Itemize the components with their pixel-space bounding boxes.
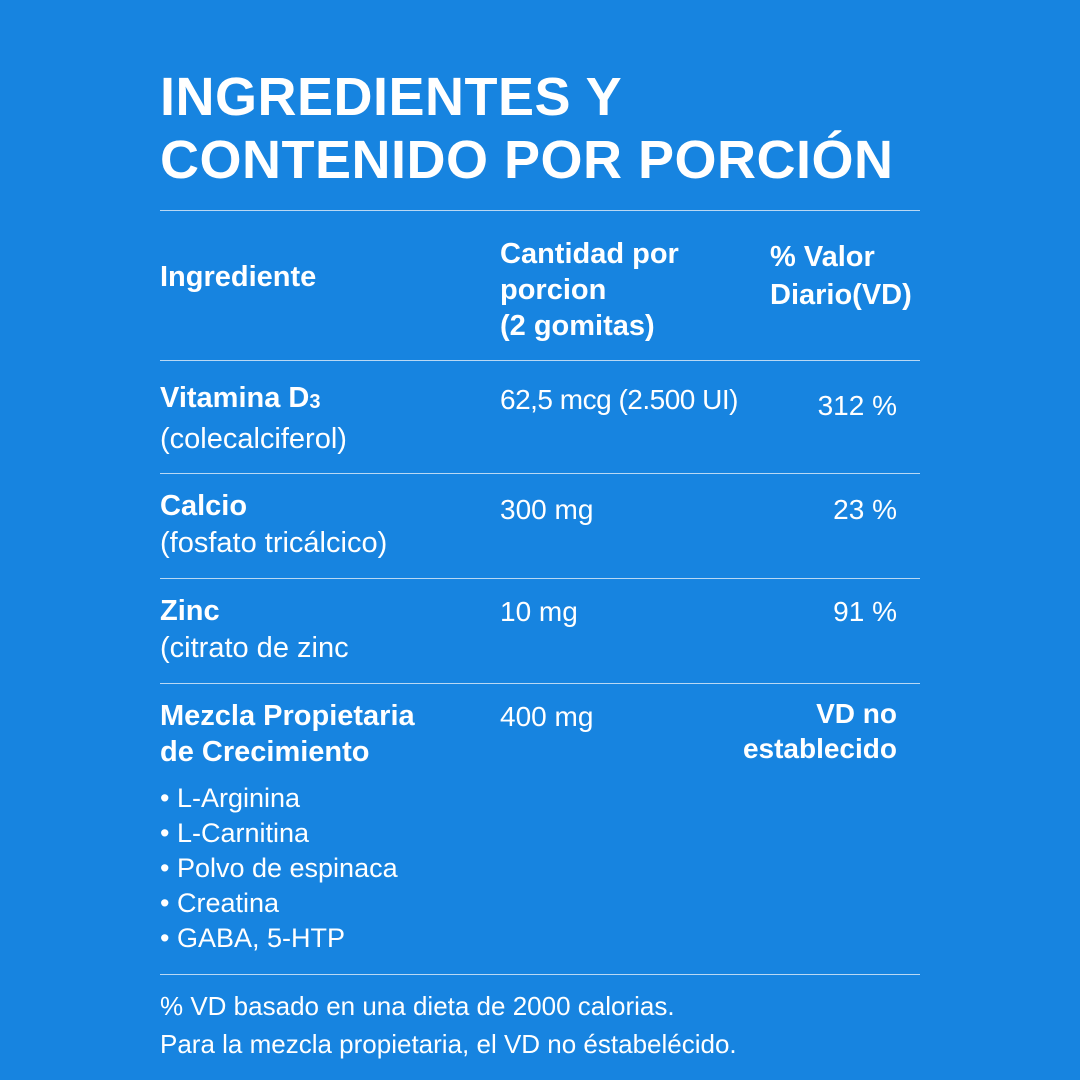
daily-value: 312 %: [817, 390, 897, 421]
blend-ingredient-list: • L-Arginina • L-Carnitina • Polvo de es…: [160, 781, 398, 956]
title-line-1: INGREDIENTES Y: [160, 67, 623, 127]
title-line-2: CONTENIDO POR PORCIÓN: [160, 130, 894, 190]
daily-value-line: establecido: [742, 733, 897, 764]
page-title: INGREDIENTES Y CONTENIDO POR PORCIÓN: [160, 66, 894, 192]
daily-value: 23 %: [833, 494, 897, 525]
header-amount: Cantidad por porcion (2 gomitas): [500, 236, 679, 344]
list-item: • Polvo de espinaca: [160, 853, 398, 883]
divider: [160, 974, 920, 975]
divider: [160, 578, 920, 579]
header-amount-line: porcion: [500, 274, 607, 306]
ingredient-name: Zinc: [160, 595, 220, 627]
ingredient-name: Mezcla Propietaria: [160, 700, 415, 732]
table-row-name: Mezcla Propietaria de Crecimiento: [160, 698, 415, 770]
list-item: • L-Arginina: [160, 783, 301, 813]
amount: 62,5 mcg (2.500 UI): [500, 384, 738, 415]
amount: 300 mg: [500, 494, 594, 525]
ingredient-name: Calcio: [160, 490, 248, 522]
table-row-name: Vitamina D3 (colecalciferol): [160, 380, 347, 458]
divider: [160, 360, 920, 361]
daily-value: 91 %: [833, 596, 897, 627]
divider: [160, 210, 920, 211]
ingredient-name: Vitamina D: [160, 382, 310, 414]
footnote: % VD basado en una dieta de 2000 caloria…: [160, 987, 737, 1063]
amount: 400 mg: [500, 701, 594, 732]
header-dv-line: Diario(VD): [770, 279, 912, 311]
daily-value-line: VD no: [816, 698, 897, 729]
table-row-name: Zinc (citrato de zinc: [160, 593, 349, 667]
header-dv: % Valor Diario(VD): [770, 238, 912, 314]
list-item: • GABA, 5-HTP: [160, 923, 345, 953]
header-amount-line: (2 gomitas): [500, 310, 655, 342]
header-dv-line: % Valor: [770, 241, 875, 273]
ingredient-name-line-2: de Crecimiento: [160, 736, 370, 768]
footnote-line-2: Para la mezcla propietaria, el VD no ést…: [160, 1029, 737, 1059]
daily-value: VD no establecido: [743, 696, 897, 766]
list-item: • Creatina: [160, 888, 280, 918]
divider: [160, 683, 920, 684]
ingredient-detail: (fosfato tricálcico): [160, 527, 388, 559]
ingredient-detail: (citrato de zinc: [160, 632, 349, 664]
ingredient-detail: (colecalciferol): [160, 423, 347, 455]
subscript: 3: [309, 391, 321, 413]
header-amount-line: Cantidad por: [500, 238, 679, 270]
amount: 10 mg: [500, 596, 578, 627]
table-row-name: Calcio (fosfato tricálcico): [160, 488, 387, 562]
header-ingredient: Ingrediente: [160, 261, 317, 293]
list-item: • L-Carnitina: [160, 818, 310, 848]
footnote-line-1: % VD basado en una dieta de 2000 caloria…: [160, 991, 675, 1021]
divider: [160, 473, 920, 474]
